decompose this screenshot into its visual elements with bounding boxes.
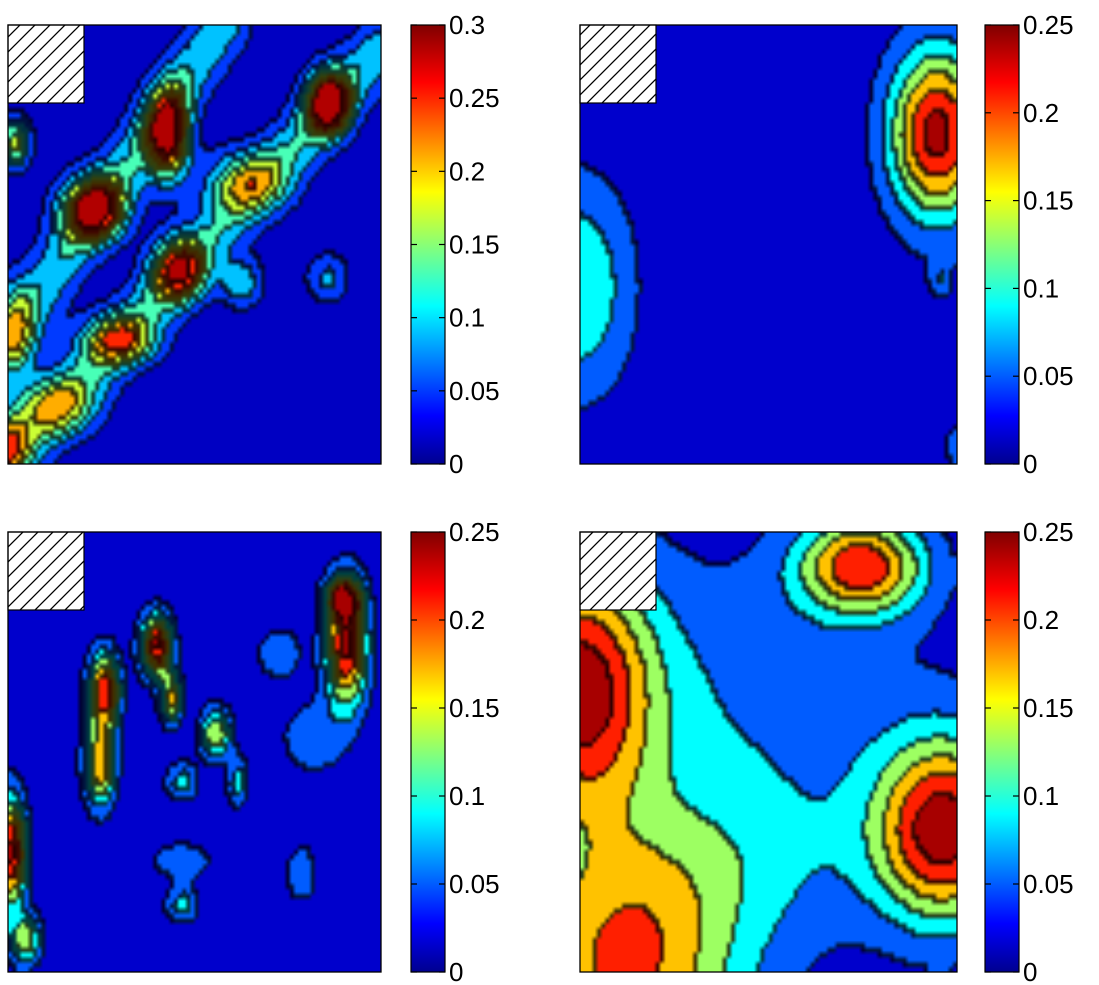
colorbar-tick-label: 0.2	[1023, 605, 1059, 635]
colorbar-gradient	[984, 531, 1020, 973]
axes-frame	[7, 531, 382, 973]
masked-region-hatch	[7, 24, 85, 104]
contour-panel-1: 0 0.05 0.1 0.15 0.2 0.25 0.3	[7, 10, 500, 479]
colorbar-tick-label: 0.25	[1023, 517, 1074, 547]
colorbar-tick-label: 0.1	[1023, 273, 1059, 303]
axes-frame	[579, 24, 958, 465]
colorbar-gradient	[984, 24, 1020, 465]
colorbar-tick-label: 0.2	[1023, 98, 1059, 128]
colorbar-1: 0 0.05 0.1 0.15 0.2 0.25 0.3	[410, 10, 500, 479]
colorbar-gradient	[410, 531, 446, 973]
masked-region-hatch	[579, 24, 657, 104]
colorbar-tick-label: 0.1	[449, 781, 485, 811]
colorbar-tick-label: 0	[449, 449, 463, 479]
axes-frame	[579, 531, 958, 973]
colorbar-tick-label: 0.2	[449, 156, 485, 186]
colorbar-tick-label: 0.1	[449, 303, 485, 333]
colorbar-tick-label: 0.25	[449, 517, 500, 547]
colorbar-tick-label: 0.25	[1023, 10, 1074, 40]
colorbar-tick-label: 0	[1023, 449, 1037, 479]
colorbar-tick-label: 0.15	[449, 230, 500, 260]
colorbar-3: 0 0.05 0.1 0.15 0.2 0.25	[410, 517, 500, 985]
colorbar-4: 0 0.05 0.1 0.15 0.2 0.25	[984, 517, 1074, 985]
colorbar-tick-label: 0.15	[1023, 693, 1074, 723]
masked-region-hatch	[579, 531, 657, 611]
colorbar-tick-label: 0.05	[449, 869, 500, 899]
contour-panel-4: 0 0.05 0.1 0.15 0.2 0.25	[579, 517, 1074, 985]
axes-frame	[7, 24, 382, 465]
colorbar-tick-label: 0.2	[449, 605, 485, 635]
colorbar-tick-label: 0.25	[449, 83, 500, 113]
colorbar-tick-label: 0.05	[1023, 361, 1074, 391]
masked-region-hatch	[7, 531, 85, 611]
contour-panel-3: 0 0.05 0.1 0.15 0.2 0.25	[7, 517, 500, 985]
colorbar-tick-label: 0.1	[1023, 781, 1059, 811]
colorbar-tick-label: 0.15	[449, 693, 500, 723]
colorbar-tick-label: 0	[449, 957, 463, 985]
colorbar-tick-label: 0.15	[1023, 186, 1074, 216]
contour-panel-2: 0 0.05 0.1 0.15 0.2 0.25	[579, 10, 1074, 479]
colorbar-tick-label: 0.05	[449, 376, 500, 406]
colorbar-2: 0 0.05 0.1 0.15 0.2 0.25	[984, 10, 1074, 479]
colorbar-tick-label: 0	[1023, 957, 1037, 985]
colorbar-tick-label: 0.05	[1023, 869, 1074, 899]
colorbar-tick-label: 0.3	[449, 10, 485, 40]
